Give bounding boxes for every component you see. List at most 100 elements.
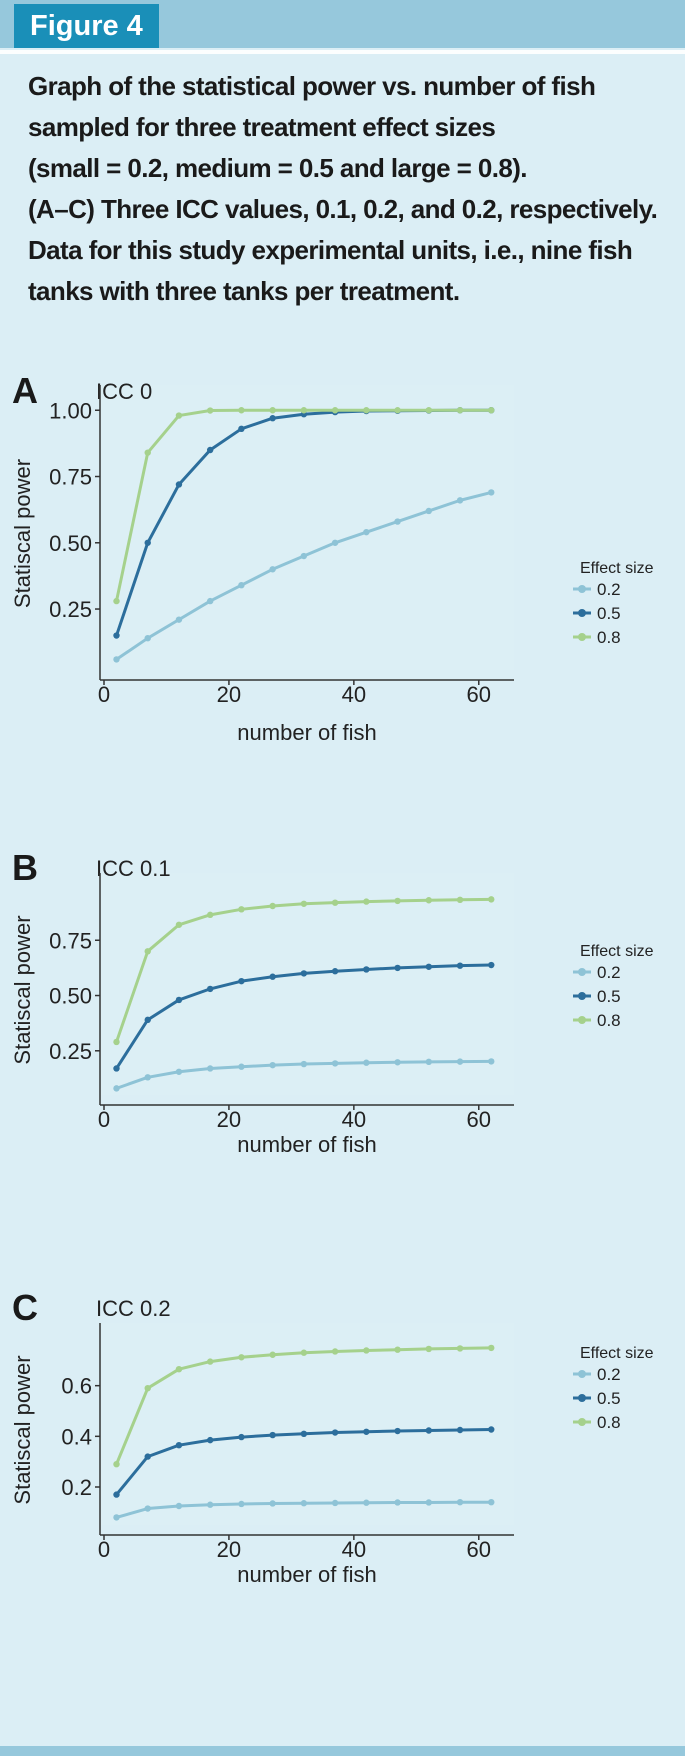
- plot-background: [100, 385, 514, 670]
- data-point-0.2: [269, 566, 276, 573]
- data-point-0.5: [206, 1436, 214, 1444]
- data-point-0.2: [363, 528, 370, 536]
- data-point-0.8: [488, 407, 495, 414]
- data-point-0.2: [113, 1085, 120, 1092]
- data-point-0.8: [206, 407, 214, 414]
- data-point-0.8: [425, 897, 432, 904]
- data-point-0.8: [113, 1461, 120, 1468]
- data-point-0.8: [331, 1348, 339, 1355]
- data-point-0.2: [488, 1499, 495, 1506]
- x-tick-label: 20: [217, 1537, 241, 1562]
- x-tick-label: 60: [467, 1537, 491, 1562]
- data-point-0.2: [175, 616, 183, 623]
- data-point-0.2: [206, 1501, 214, 1508]
- data-point-0.8: [144, 449, 151, 456]
- data-point-0.8: [363, 1347, 370, 1354]
- data-point-0.5: [488, 1426, 495, 1433]
- x-tick-label: 40: [342, 682, 366, 707]
- data-point-0.2: [175, 1502, 183, 1510]
- y-tick-label: 0.6: [61, 1374, 92, 1399]
- legend-label: 0.2: [597, 580, 621, 599]
- figure-label: Figure 4: [14, 4, 159, 48]
- x-tick-label: 40: [342, 1537, 366, 1562]
- data-point-0.2: [456, 497, 464, 504]
- data-point-0.5: [238, 977, 245, 985]
- legend-label: 0.5: [597, 987, 621, 1006]
- legend-swatch-point: [578, 1370, 586, 1378]
- caption-line: tanks with three tanks per treatment.: [28, 276, 460, 306]
- chart-panel-c: C ICC 0.2 0.2 0.4 0.6 0 20 40 60 number of fish St…: [10, 1287, 654, 1587]
- y-tick-label: 0.2: [61, 1475, 92, 1500]
- panel-title: ICC 0: [96, 379, 152, 404]
- data-point-0.2: [206, 597, 214, 605]
- data-point-0.2: [331, 539, 339, 546]
- x-tick-label: 40: [342, 1107, 366, 1132]
- data-point-0.5: [238, 1433, 245, 1441]
- data-point-0.8: [113, 597, 120, 605]
- panel-title: ICC 0.1: [96, 856, 171, 881]
- data-point-0.2: [488, 489, 495, 496]
- legend-swatch-point: [578, 968, 586, 976]
- data-point-0.8: [269, 1351, 276, 1358]
- y-tick-label: 0.25: [49, 1039, 92, 1064]
- x-axis-title: number of fish: [237, 1132, 376, 1157]
- y-tick-label: 0.50: [49, 984, 92, 1009]
- data-point-0.2: [394, 1499, 401, 1506]
- data-point-0.8: [394, 407, 401, 414]
- data-point-0.5: [269, 973, 276, 980]
- data-point-0.8: [425, 407, 432, 414]
- data-point-0.2: [113, 1514, 120, 1521]
- data-point-0.8: [206, 911, 214, 919]
- data-point-0.8: [238, 906, 245, 913]
- data-point-0.2: [363, 1499, 370, 1506]
- data-point-0.2: [300, 1060, 308, 1068]
- y-axis-title: Statiscal power: [10, 915, 35, 1064]
- legend-swatch-point: [578, 992, 586, 1000]
- data-point-0.8: [269, 902, 276, 910]
- legend-label: 0.8: [597, 628, 621, 647]
- y-tick-label: 0.50: [49, 531, 92, 556]
- data-point-0.8: [175, 1366, 183, 1373]
- panel-title: ICC 0.2: [96, 1296, 171, 1321]
- x-tick-label: 60: [467, 682, 491, 707]
- data-point-0.5: [456, 1426, 464, 1434]
- x-tick-label: 0: [98, 1537, 110, 1562]
- data-point-0.8: [488, 896, 495, 903]
- chart-panel-a: A ICC 0 0.25 0.50 0.75 1.00 0 20 40 60 number of f…: [10, 370, 654, 745]
- y-axis-title: Statiscal power: [10, 1355, 35, 1504]
- figure-caption: Graph of the statistical power vs. numbe…: [28, 66, 668, 312]
- data-point-0.8: [331, 899, 339, 906]
- data-point-0.5: [394, 1427, 401, 1435]
- data-point-0.5: [300, 970, 308, 977]
- legend-label: 0.5: [597, 1389, 621, 1408]
- data-point-0.5: [113, 1491, 120, 1498]
- panel-letter: A: [12, 370, 38, 411]
- x-axis-title: number of fish: [237, 720, 376, 745]
- data-point-0.5: [331, 968, 339, 975]
- data-point-0.8: [331, 407, 339, 414]
- data-point-0.8: [238, 407, 245, 414]
- footer-band: [0, 1746, 685, 1756]
- data-point-0.2: [238, 1500, 245, 1508]
- data-point-0.5: [175, 996, 183, 1004]
- data-point-0.5: [175, 1442, 183, 1449]
- data-point-0.5: [144, 1016, 151, 1024]
- data-point-0.5: [238, 425, 245, 433]
- data-point-0.8: [456, 896, 464, 904]
- data-point-0.8: [144, 1385, 151, 1392]
- data-point-0.2: [425, 1499, 432, 1506]
- data-point-0.5: [425, 963, 432, 970]
- data-point-0.8: [363, 407, 370, 414]
- x-tick-label: 0: [98, 682, 110, 707]
- legend-title: Effect size: [580, 560, 654, 577]
- data-point-0.5: [488, 961, 495, 969]
- legend-swatch-point: [578, 1394, 586, 1402]
- data-point-0.2: [456, 1499, 464, 1506]
- data-point-0.8: [175, 412, 183, 419]
- legend-label: 0.8: [597, 1413, 621, 1432]
- data-point-0.2: [113, 656, 120, 663]
- x-axis-title: number of fish: [237, 1562, 376, 1587]
- data-point-0.2: [425, 1058, 432, 1066]
- data-point-0.5: [144, 539, 151, 546]
- y-tick-label: 1.00: [49, 398, 92, 423]
